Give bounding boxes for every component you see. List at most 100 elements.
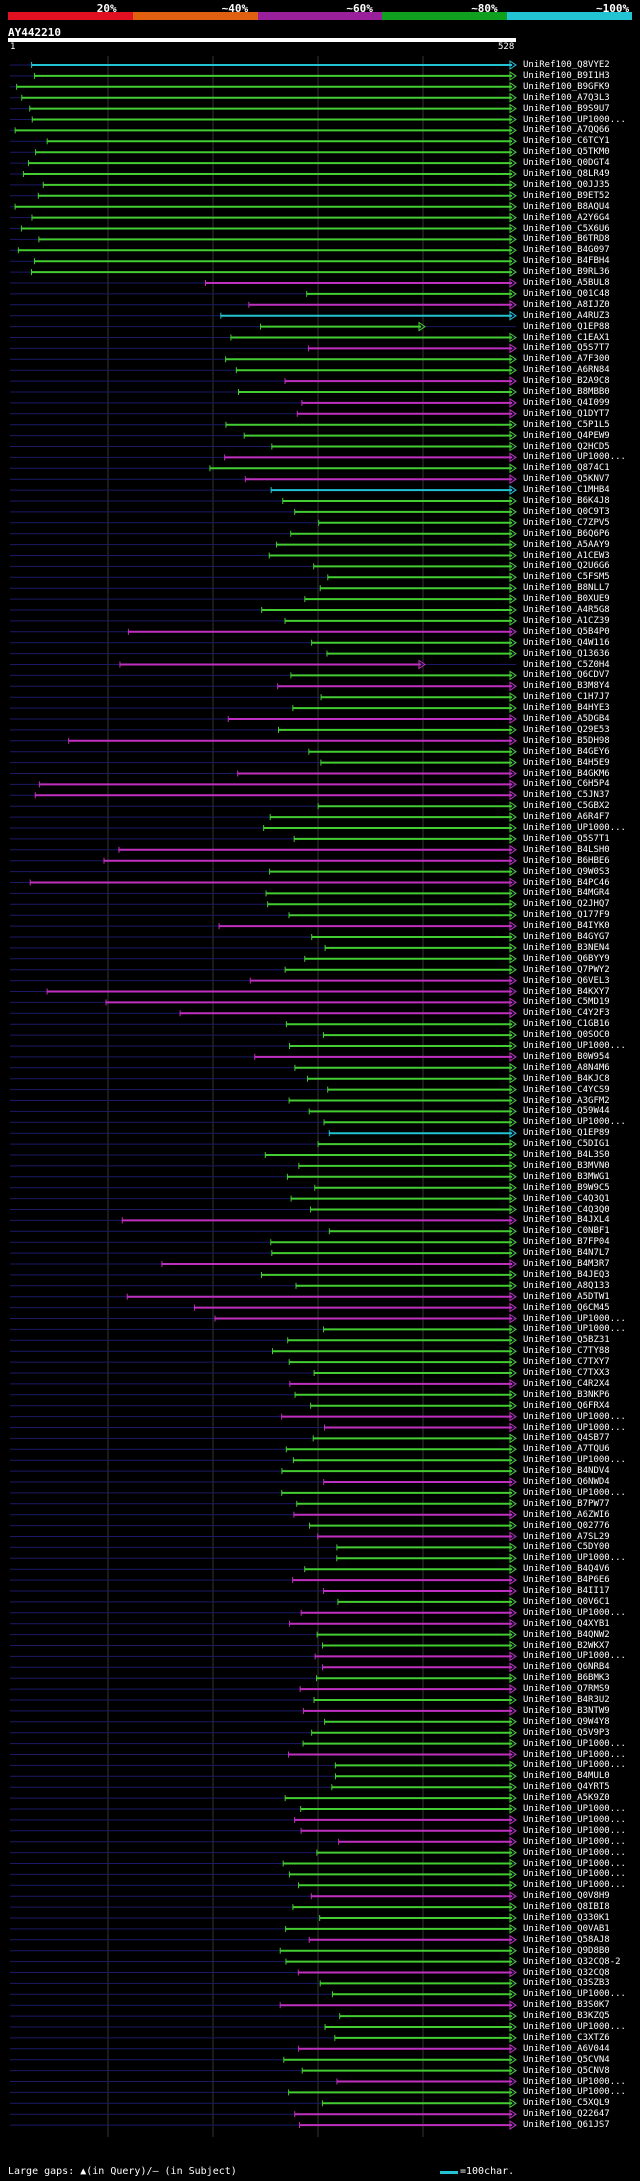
hit-label[interactable]: UniRef100_UP1000... <box>523 1313 626 1324</box>
hit-label[interactable]: UniRef100_B4N7L7 <box>523 1248 610 1259</box>
hit-label[interactable]: UniRef100_Q32CQ8-2 <box>523 1956 621 1967</box>
hit-label[interactable]: UniRef100_A7QQ66 <box>523 125 610 136</box>
hit-label[interactable]: UniRef100_UP1000... <box>523 2087 626 2098</box>
hit-label[interactable]: UniRef100_Q0V8H9 <box>523 1891 610 1902</box>
hit-label[interactable]: UniRef100_B4PC46 <box>523 877 610 888</box>
hit-label[interactable]: UniRef100_B4GYG7 <box>523 932 610 942</box>
hit-label[interactable]: UniRef100_Q13636 <box>523 648 610 659</box>
hit-label[interactable]: UniRef100_C6TCY1 <box>523 136 610 147</box>
hit-label[interactable]: UniRef100_UP1000... <box>523 1411 626 1422</box>
hit-label[interactable]: UniRef100_Q5KNV7 <box>523 474 610 485</box>
hit-label[interactable]: UniRef100_B3NEN4 <box>523 942 610 953</box>
hit-label[interactable]: UniRef100_UP1000... <box>523 1422 626 1433</box>
hit-label[interactable]: UniRef100_UP1000... <box>523 452 626 463</box>
hit-label[interactable]: UniRef100_C5MD19 <box>523 997 610 1008</box>
hit-label[interactable]: UniRef100_UP1000... <box>523 1880 626 1891</box>
hit-label[interactable]: UniRef100_B4FBH4 <box>523 256 610 267</box>
hit-label[interactable]: UniRef100_Q2JHQ7 <box>523 899 610 910</box>
hit-label[interactable]: UniRef100_Q4XYB1 <box>523 1618 610 1629</box>
hit-label[interactable]: UniRef100_C7ZPV5 <box>523 517 610 528</box>
hit-label[interactable]: UniRef100_Q5B4P0 <box>523 626 610 637</box>
hit-label[interactable]: UniRef100_Q1EP89 <box>523 1128 610 1139</box>
hit-label[interactable]: UniRef100_Q32CQ8 <box>523 1967 610 1978</box>
hit-label[interactable]: UniRef100_C1MHB4 <box>523 485 610 496</box>
hit-label[interactable]: UniRef100_C5Z0H4 <box>523 659 610 670</box>
hit-label[interactable]: UniRef100_UP1000... <box>523 1825 626 1836</box>
hit-label[interactable]: UniRef100_UP1000... <box>523 1858 626 1869</box>
hit-label[interactable]: UniRef100_Q59W44 <box>523 1106 610 1117</box>
hit-label[interactable]: UniRef100_B4H5E9 <box>523 757 610 768</box>
hit-label[interactable]: UniRef100_B6K4J8 <box>523 496 610 506</box>
hit-label[interactable]: UniRef100_C4Q3Q0 <box>523 1204 610 1215</box>
hit-label[interactable]: UniRef100_Q5CVN4 <box>523 2054 610 2065</box>
hit-label[interactable]: UniRef100_A3GFM2 <box>523 1095 610 1106</box>
hit-label[interactable]: UniRef100_B8AQU4 <box>523 201 610 212</box>
hit-label[interactable]: UniRef100_B4P6E6 <box>523 1575 610 1586</box>
hit-label[interactable]: UniRef100_A5AAY9 <box>523 539 610 550</box>
hit-label[interactable]: UniRef100_UP1000... <box>523 1847 626 1858</box>
hit-label[interactable]: UniRef100_C5JN37 <box>523 790 610 801</box>
hit-label[interactable]: UniRef100_B3M8Y4 <box>523 681 610 692</box>
hit-label[interactable]: UniRef100_B4R3U2 <box>523 1695 610 1705</box>
hit-label[interactable]: UniRef100_C4R2X4 <box>523 1378 610 1389</box>
hit-label[interactable]: UniRef100_B3S0K7 <box>523 2000 610 2011</box>
hit-label[interactable]: UniRef100_Q0DGT4 <box>523 158 610 169</box>
hit-label[interactable]: UniRef100_Q8VYE2 <box>523 60 610 70</box>
hit-label[interactable]: UniRef100_Q2HCD5 <box>523 441 610 452</box>
hit-label[interactable]: UniRef100_C6H5P4 <box>523 779 610 790</box>
hit-label[interactable]: UniRef100_B6HBE6 <box>523 855 610 866</box>
hit-label[interactable]: UniRef100_B9W9C5 <box>523 1182 610 1193</box>
hit-label[interactable]: UniRef100_A6ZWI6 <box>523 1509 610 1520</box>
hit-label[interactable]: UniRef100_Q5S7T7 <box>523 343 610 354</box>
hit-label[interactable]: UniRef100_B4LSH0 <box>523 844 610 855</box>
hit-label[interactable]: UniRef100_UP1000... <box>523 1869 626 1880</box>
hit-label[interactable]: UniRef100_Q02776 <box>523 1520 610 1531</box>
hit-label[interactable]: UniRef100_B4II17 <box>523 1586 610 1596</box>
hit-label[interactable]: UniRef100_Q9D8B0 <box>523 1945 610 1956</box>
hit-label[interactable]: UniRef100_B3KZQ5 <box>523 2011 610 2022</box>
hit-label[interactable]: UniRef100_C1H7J7 <box>523 692 610 703</box>
hit-label[interactable]: UniRef100_UP1000... <box>523 2022 626 2032</box>
hit-label[interactable]: UniRef100_B3MVN0 <box>523 1160 610 1171</box>
hit-label[interactable]: UniRef100_B4M3R7 <box>523 1259 610 1269</box>
hit-label[interactable]: UniRef100_Q330K1 <box>523 1913 610 1923</box>
hit-label[interactable]: UniRef100_B9GFK9 <box>523 81 610 92</box>
hit-label[interactable]: UniRef100_UP1000... <box>523 1553 626 1564</box>
hit-label[interactable]: UniRef100_Q1EP88 <box>523 321 610 332</box>
hit-label[interactable]: UniRef100_B8MBB0 <box>523 387 610 397</box>
hit-label[interactable]: UniRef100_Q22647 <box>523 2109 610 2120</box>
hit-label[interactable]: UniRef100_B2WKX7 <box>523 1640 610 1651</box>
hit-label[interactable]: UniRef100_Q0C9T3 <box>523 506 610 517</box>
hit-label[interactable]: UniRef100_C5GBX2 <box>523 801 610 812</box>
hit-label[interactable]: UniRef100_Q5V9P3 <box>523 1727 610 1738</box>
hit-label[interactable]: UniRef100_UP1000... <box>523 1041 626 1051</box>
hit-label[interactable]: UniRef100_C5X6U6 <box>523 223 610 234</box>
hit-label[interactable]: UniRef100_B6Q6P6 <box>523 528 610 539</box>
hit-label[interactable]: UniRef100_Q58AJ8 <box>523 1934 610 1945</box>
hit-label[interactable]: UniRef100_B8NLL7 <box>523 583 610 594</box>
hit-label[interactable]: UniRef100_Q8IBI8 <box>523 1902 610 1913</box>
hit-label[interactable]: UniRef100_B6BMK3 <box>523 1673 610 1684</box>
hit-label[interactable]: UniRef100_A8N4M6 <box>523 1062 610 1073</box>
hit-label[interactable]: UniRef100_Q9W4Y8 <box>523 1716 610 1727</box>
hit-label[interactable]: UniRef100_UP1000... <box>523 1760 626 1771</box>
hit-label[interactable]: UniRef100_Q4PEW9 <box>523 430 610 441</box>
hit-label[interactable]: UniRef100_B3MWG1 <box>523 1171 610 1182</box>
hit-label[interactable]: UniRef100_Q177F9 <box>523 910 610 921</box>
hit-label[interactable]: UniRef100_A8Q133 <box>523 1280 610 1291</box>
hit-label[interactable]: UniRef100_B7PW77 <box>523 1498 610 1509</box>
hit-label[interactable]: UniRef100_B4KXY7 <box>523 986 610 997</box>
hit-label[interactable]: UniRef100_C5XQL9 <box>523 2098 610 2109</box>
hit-label[interactable]: UniRef100_C5FSM5 <box>523 572 610 583</box>
hit-label[interactable]: UniRef100_B4GEY6 <box>523 746 610 757</box>
hit-label[interactable]: UniRef100_UP1000... <box>523 1117 626 1128</box>
hit-label[interactable]: UniRef100_UP1000... <box>523 823 626 833</box>
hit-label[interactable]: UniRef100_UP1000... <box>523 1836 626 1847</box>
hit-label[interactable]: UniRef100_B9ET52 <box>523 190 610 201</box>
hit-label[interactable]: UniRef100_Q3SZB3 <box>523 1978 610 1989</box>
hit-label[interactable]: UniRef100_B4KJC8 <box>523 1073 610 1084</box>
hit-label[interactable]: UniRef100_Q5TKM0 <box>523 147 610 158</box>
hit-label[interactable]: UniRef100_A1CEW3 <box>523 550 610 561</box>
hit-label[interactable]: UniRef100_B4MUL0 <box>523 1771 610 1782</box>
hit-label[interactable]: UniRef100_UP1000... <box>523 114 626 125</box>
